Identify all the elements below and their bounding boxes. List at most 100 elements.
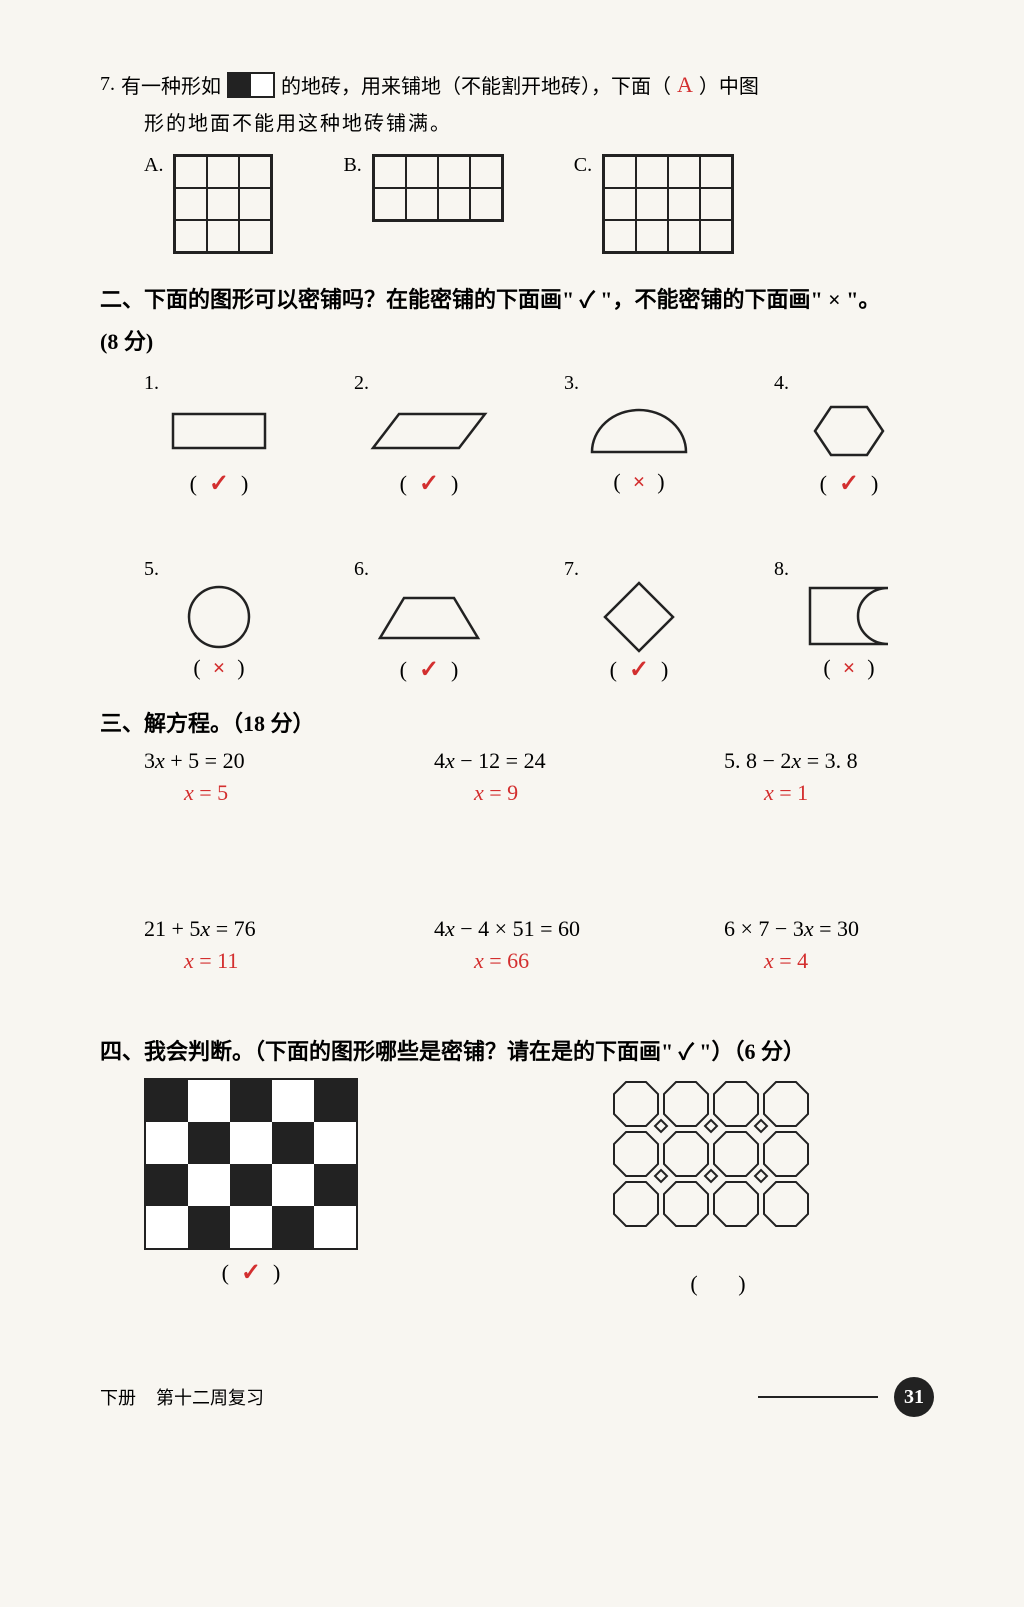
opt-a-label: A. [144,154,163,177]
section2-shapes: 1. (✓) 2. (✓) 3. (×) 4. [100,372,934,684]
trapezoid-icon [374,587,484,647]
checkerboard-icon [144,1078,358,1250]
semicircle-icon [584,401,694,461]
answer-paren: (×) [193,655,244,681]
shape-item-6: 6. (✓) [354,558,504,684]
circle-icon [184,587,254,647]
opt-c-label: C. [574,154,592,177]
equation-1: 3x + 5 = 20 x = 5 [144,748,344,806]
answer-mark: × [213,655,226,681]
shape-label: 4. [774,372,789,395]
q7-line1: 7. 有一种形如 的地砖，用来铺地（不能割开地砖），下面（ A ）中图 [100,70,934,99]
option-a: A. [144,154,273,254]
page-number: 31 [894,1377,934,1417]
octagon-tiling-icon [608,1078,828,1263]
q7-options: A. B. C. [100,154,934,254]
shape-item-1: 1. (✓) [144,372,294,498]
eq-text: 21 + 5x = 76 [144,916,344,942]
eq-answer: x = 66 [434,948,634,974]
equation-4: 21 + 5x = 76 x = 11 [144,916,344,974]
q7-number: 7. [100,73,115,96]
grid-4x3-icon [602,154,734,254]
answer-paren: (✓) [400,655,459,684]
domino-tile-icon [227,72,275,98]
shape-item-4: 4. (✓) [774,372,924,498]
section4-row: (✓) [100,1078,934,1297]
eq-answer: x = 9 [434,780,634,806]
grid-4x2-icon [372,154,504,222]
rectangle-icon [169,401,269,461]
eq-text: 4x − 12 = 24 [434,748,634,774]
section3-head: 三、解方程。（18 分） [100,706,934,738]
answer-mark: × [843,655,856,681]
worksheet-page: 7. 有一种形如 的地砖，用来铺地（不能割开地砖），下面（ A ）中图 形的地面… [0,0,1024,1607]
eq-answer: x = 4 [724,948,924,974]
shape-label: 3. [564,372,579,395]
judge-item-1: (✓) [144,1078,358,1297]
answer-mark: ✓ [419,655,439,684]
eq-answer: x = 1 [724,780,924,806]
judge-item-2: ( ) [608,1078,828,1297]
answer-mark: ✓ [209,469,229,498]
section3-equations: 3x + 5 = 20 x = 5 4x − 12 = 24 x = 9 5. … [100,748,934,974]
option-b: B. [343,154,503,254]
eq-text: 4x − 4 × 51 = 60 [434,916,634,942]
q7-text-after: 的地砖，用来铺地（不能割开地砖），下面（ [281,70,671,99]
equation-3: 5. 8 − 2x = 3. 8 x = 1 [724,748,924,806]
tile-white-cell [251,74,273,96]
q7-answer: A [677,72,693,98]
eq-answer: x = 11 [144,948,344,974]
equation-6: 6 × 7 − 3x = 30 x = 4 [724,916,924,974]
eq-text: 5. 8 − 2x = 3. 8 [724,748,924,774]
shape-item-8: 8. (×) [774,558,924,684]
grid-3x3-icon [173,154,273,254]
section4-head: 四、我会判断。（下面的图形哪些是密铺？请在是的下面画" ✓ "）（6 分） [100,1034,934,1066]
shape-label: 5. [144,558,159,581]
opt-b-label: B. [343,154,361,177]
option-c: C. [574,154,734,254]
equation-2: 4x − 12 = 24 x = 9 [434,748,634,806]
footer-left: 下册 第十二周复习 [100,1384,264,1410]
shape-label: 2. [354,372,369,395]
footer-line [758,1396,878,1398]
concave-shape-icon [804,587,894,647]
eq-text: 6 × 7 − 3x = 30 [724,916,924,942]
answer-paren: (✓) [610,655,669,684]
answer-mark: ✓ [419,469,439,498]
shape-label: 6. [354,558,369,581]
shape-label: 7. [564,558,579,581]
footer-text2: 第十二周复习 [156,1384,264,1410]
section2-score: (8 分) [100,324,934,356]
answer-mark: ✓ [241,1258,261,1287]
shape-item-2: 2. (✓) [354,372,504,498]
q7-text-end: ）中图 [699,70,759,99]
answer-paren: (✓) [820,469,879,498]
tile-black-cell [229,74,251,96]
answer-mark: ✓ [839,469,859,498]
answer-mark: × [633,469,646,495]
answer-paren: ( ) [690,1271,745,1297]
answer-paren: (✓) [190,469,249,498]
shape-item-3: 3. (×) [564,372,714,498]
answer-mark: ✓ [629,655,649,684]
page-footer: 下册 第十二周复习 31 [100,1377,934,1417]
equation-5: 4x − 4 × 51 = 60 x = 66 [434,916,634,974]
shape-label: 8. [774,558,789,581]
q7-line2: 形的地面不能用这种地砖铺满。 [100,107,934,136]
diamond-icon [599,587,679,647]
answer-paren: (×) [823,655,874,681]
section2-head: 二、下面的图形可以密铺吗？在能密铺的下面画" ✓ "，不能密铺的下面画" × "… [100,282,934,314]
footer-text1: 下册 [100,1384,136,1410]
answer-paren: (✓) [222,1258,281,1287]
q7-text-before: 有一种形如 [121,70,221,99]
question-7: 7. 有一种形如 的地砖，用来铺地（不能割开地砖），下面（ A ）中图 形的地面… [100,70,934,254]
shape-label: 1. [144,372,159,395]
answer-paren: (✓) [400,469,459,498]
answer-paren: (×) [613,469,664,495]
eq-answer: x = 5 [144,780,344,806]
parallelogram-icon [369,401,489,461]
shape-item-5: 5. (×) [144,558,294,684]
hexagon-icon [809,401,889,461]
shape-item-7: 7. (✓) [564,558,714,684]
eq-text: 3x + 5 = 20 [144,748,344,774]
